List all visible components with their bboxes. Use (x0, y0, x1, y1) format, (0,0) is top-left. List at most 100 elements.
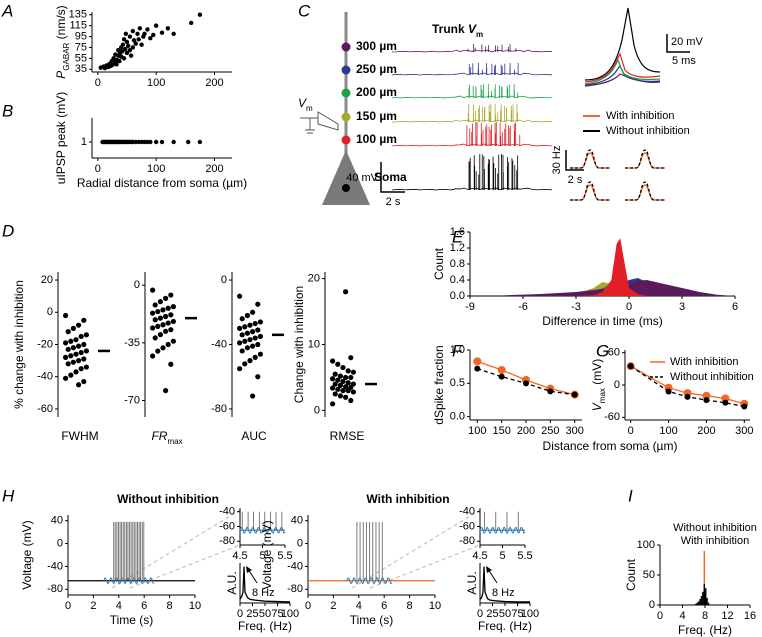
category-label: RMSE (330, 429, 365, 443)
x-tick-label: 2 (90, 600, 96, 612)
panel-letter: D (2, 221, 14, 240)
y-tick-label: 55 (75, 52, 87, 64)
point (150, 353, 156, 359)
y-tick-label: -60 (459, 520, 475, 532)
point (237, 366, 243, 372)
recording-site (341, 42, 351, 52)
point (70, 325, 76, 331)
point (239, 348, 245, 354)
y-tick-label: 75 (75, 41, 87, 53)
y-tick-label: 95 (75, 30, 87, 42)
oscillation (103, 576, 155, 585)
bar (702, 591, 704, 605)
distance-label: 300 µm (356, 39, 397, 53)
y-tick-label: -80 (287, 583, 303, 595)
point (244, 312, 250, 319)
trunk-trace (391, 119, 553, 123)
y-tick-label: -40 (211, 338, 227, 350)
y-axis-label: A.U. (465, 571, 479, 594)
point (73, 337, 79, 343)
y-axis-label: Change with inhibition (292, 286, 306, 403)
x-tick-label: 0 (237, 608, 243, 620)
point (160, 322, 166, 328)
x-axis-label: Freq. (Hz) (478, 619, 532, 633)
x-tick-label: 16 (744, 610, 756, 622)
zoom-connector (111, 509, 241, 589)
point (171, 31, 176, 37)
point (130, 45, 136, 50)
x-tick-label: 8 (702, 610, 708, 622)
point (65, 329, 71, 335)
y-tick-label: 50 (643, 569, 655, 581)
point (252, 354, 258, 360)
x-tick-label: 0 (305, 600, 311, 612)
y-tick-label: 10 (308, 338, 320, 350)
point (252, 335, 258, 341)
point (343, 374, 349, 381)
y-axis-label: uIPSP peak (mV) (54, 92, 68, 184)
y-axis-label-part: (nm/s) (54, 5, 68, 42)
point (239, 332, 245, 338)
y-tick-label: 1.2 (450, 242, 465, 254)
y-axis-label: Voltage (mV) (20, 520, 34, 589)
y-tick-label: 115 (69, 20, 87, 32)
y-tick-label: -35 (124, 337, 140, 349)
rate-curve (625, 184, 665, 201)
point (68, 338, 74, 344)
point (335, 377, 341, 383)
distance-label: 150 µm (356, 109, 397, 123)
point (65, 361, 71, 367)
x-axis-label: Time (s) (110, 613, 154, 627)
x-tick-label: 5.5 (277, 550, 292, 562)
point (152, 317, 158, 323)
x-axis-label: Freq. (Hz) (678, 623, 732, 637)
annotation: 8 Hz (492, 587, 515, 599)
point (73, 369, 79, 375)
point (117, 58, 122, 64)
trunk-title: Trunk Vm (432, 22, 483, 38)
oscillation (479, 526, 526, 535)
annotation: 8 Hz (252, 587, 275, 599)
y-tick-label: -40 (287, 560, 303, 572)
point (63, 312, 69, 319)
point (125, 43, 131, 49)
y-tick-label: 20 (41, 274, 53, 286)
y-tick-label: 0 (297, 537, 303, 549)
point (114, 62, 119, 67)
x-tick-label: 25 (246, 608, 258, 620)
x-tick-label: 6 (381, 600, 387, 612)
y-tick-label: -80 (47, 583, 63, 595)
scale-label: 2 s (568, 174, 583, 186)
point (257, 351, 263, 357)
trunk-trace (391, 187, 553, 191)
bar (709, 604, 711, 605)
rate-curve (625, 149, 665, 169)
panel-letter: E (452, 227, 464, 246)
x-tick-label: 100 (521, 608, 539, 620)
x-tick-label: 300 (566, 425, 584, 437)
point (170, 338, 176, 344)
panel-letter: C (298, 1, 311, 20)
marker (684, 393, 691, 400)
point (348, 374, 354, 381)
point (63, 375, 69, 381)
point (250, 343, 256, 349)
marker (498, 373, 505, 380)
y-tick-label: -60 (604, 411, 620, 423)
x-tick-label: 4 (356, 600, 362, 612)
point (78, 349, 84, 356)
y-tick-label: -80 (219, 535, 235, 547)
x-axis-label: Distance from soma (µm) (543, 439, 678, 453)
distance-label: 100 µm (356, 132, 397, 146)
x-tick-label: 0 (657, 610, 663, 622)
y-tick-label: 0.0 (450, 411, 465, 423)
chart-title: Without inhibition (117, 492, 219, 506)
point (127, 47, 133, 53)
point (244, 330, 250, 336)
point (250, 393, 256, 399)
spike-overlay (584, 7, 661, 81)
scale-label: 20 mV (671, 36, 703, 48)
x-tick-label: 0 (477, 608, 483, 620)
y-tick-label: 1 (81, 136, 87, 148)
